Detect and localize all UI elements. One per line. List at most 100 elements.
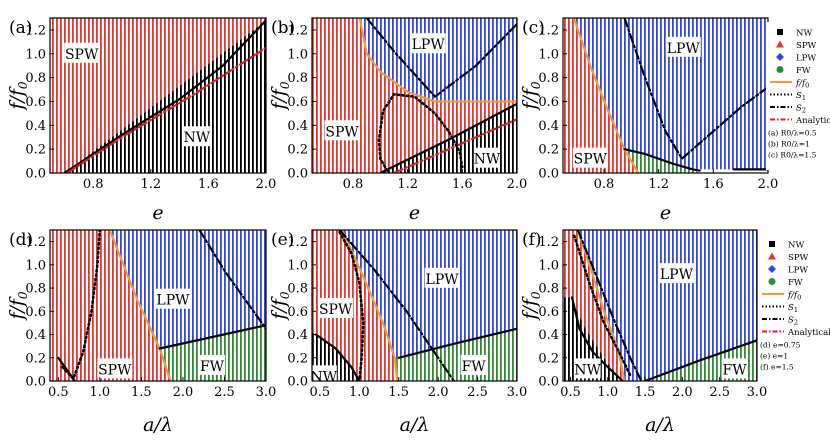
legend-entry: SPW <box>768 252 809 263</box>
region-label: SPW <box>324 120 360 141</box>
region-label: LPW <box>424 267 460 288</box>
x-tick-label: 2.0 <box>758 177 779 192</box>
y-tick-label: 0.0 <box>25 167 46 182</box>
legend-marker <box>776 66 784 73</box>
label-box <box>64 42 100 63</box>
y-axis-label: f/f0 <box>268 291 292 321</box>
legend-entry: FW <box>776 66 811 76</box>
region-label-text: FW <box>200 359 225 375</box>
x-tick-label: 1.5 <box>635 385 656 400</box>
x-tick-label: 0.5 <box>560 385 581 400</box>
y-tick-label: 1.0 <box>25 47 46 62</box>
region-label-text: FW <box>723 362 748 378</box>
region-label-text: LPW <box>426 272 460 288</box>
region-label: LPW <box>410 33 446 54</box>
legend-entry: S1 <box>770 91 806 102</box>
y-tick-label: 0.0 <box>287 375 308 390</box>
region-label: SPW <box>97 358 133 379</box>
label-box <box>721 358 748 379</box>
region-label-text: SPW <box>325 124 359 140</box>
region-label: SPW <box>572 147 608 168</box>
region-label-text: FW <box>462 359 487 375</box>
label-box <box>574 358 601 379</box>
y-axis-label: f/f0 <box>519 81 543 111</box>
plot-frame <box>311 17 518 174</box>
region-spw <box>563 18 639 173</box>
region-spw <box>50 18 266 173</box>
y-tick-label: 0.6 <box>287 305 308 320</box>
legend-entry: NW <box>769 241 804 251</box>
y-tick-label: 0.2 <box>538 351 559 366</box>
legend-marker <box>768 252 776 260</box>
region-label: LPW <box>155 288 191 309</box>
region-label: NW <box>311 365 338 385</box>
plot-frame <box>49 17 267 174</box>
plot-frame <box>562 229 758 382</box>
legend-entry: S2 <box>762 316 798 327</box>
legend-entry: LPW <box>768 265 808 276</box>
x-tick-label: 2.0 <box>428 385 449 400</box>
y-tick-label: 0.0 <box>538 375 559 390</box>
curve-f-f0 <box>340 230 399 381</box>
legend-label: SPW <box>788 253 809 263</box>
legend-marker <box>777 29 783 35</box>
region-label: SPW <box>64 42 100 63</box>
y-tick-label: 0.2 <box>287 143 308 158</box>
y-tick-label: 1.0 <box>287 258 308 273</box>
y-tick-label: 0.0 <box>25 375 46 390</box>
legend-note: (d) e=0.75 <box>760 341 801 350</box>
x-tick-label: 1.2 <box>140 177 161 192</box>
x-axis-label: a/λ <box>143 414 173 436</box>
legend-label: LPW <box>788 266 808 276</box>
y-tick-label: 0.2 <box>25 351 46 366</box>
y-tick-label: 0.8 <box>538 282 559 297</box>
region-lpw <box>342 230 517 358</box>
region-label: FW <box>721 358 748 379</box>
region-label-text: LPW <box>412 37 446 53</box>
curve-boundary-2 <box>570 296 624 381</box>
legend-label: S2 <box>796 104 806 115</box>
plot-area: LPW NW FW <box>563 230 757 381</box>
x-axis-label: a/λ <box>400 414 430 436</box>
x-axis-label: e <box>660 202 671 224</box>
x-tick-label: 1.6 <box>452 177 473 192</box>
x-tick-label: 2.0 <box>672 385 693 400</box>
legend-label: f/f0 <box>795 79 809 90</box>
region-lpw <box>573 18 768 170</box>
y-axis-label: f/f0 <box>268 81 292 111</box>
legend-box <box>766 22 828 170</box>
region-label-text: LPW <box>667 41 701 57</box>
label-box <box>155 288 191 309</box>
y-tick-label: 0.2 <box>25 143 46 158</box>
x-tick-label: 0.8 <box>343 177 364 192</box>
y-tick-label: 1.0 <box>538 258 559 273</box>
x-tick-label: 1.6 <box>703 177 724 192</box>
y-axis-label: f/f0 <box>6 291 30 321</box>
y-tick-label: 0.6 <box>538 305 559 320</box>
region-spw <box>312 18 517 173</box>
curve-s2 <box>623 18 768 161</box>
legend-entry: S2 <box>770 104 806 115</box>
y-tick-label: 0.4 <box>287 328 308 343</box>
legend-label: NW <box>788 241 804 251</box>
legend-entry: LPW <box>776 53 816 64</box>
label-box <box>658 263 694 284</box>
legend-marker <box>776 40 784 48</box>
x-tick-label: 3.0 <box>507 385 528 400</box>
legend-entry: NW <box>777 29 812 39</box>
x-axis-label: a/λ <box>645 414 675 436</box>
y-tick-label: 0.4 <box>287 119 308 134</box>
legend-marker <box>769 241 775 247</box>
region-label-text: NW <box>311 369 338 385</box>
label-box <box>183 126 210 147</box>
legend-entry: f/f0 <box>762 291 801 302</box>
y-tick-label: 0.8 <box>25 282 46 297</box>
legend-marker <box>776 53 784 61</box>
x-tick-label: 2.0 <box>173 385 194 400</box>
curve-analytical <box>66 46 266 173</box>
label-box <box>410 33 446 54</box>
y-tick-label: 0.6 <box>538 95 559 110</box>
y-tick-label: 0.0 <box>538 167 559 182</box>
